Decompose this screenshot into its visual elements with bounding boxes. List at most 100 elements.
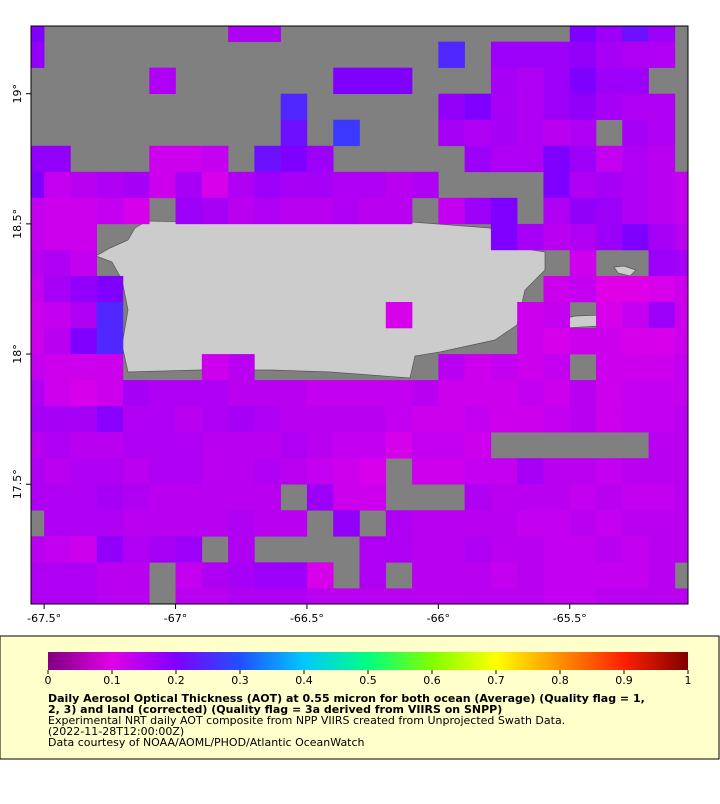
aot-cell [280,432,308,459]
aot-cell [70,275,97,303]
aot-cell [44,562,71,589]
aot-cell [438,119,465,147]
aot-cell [622,26,649,42]
aot-cell [306,380,334,407]
aot-cell [122,171,150,199]
aot-cell [385,510,413,537]
aot-cell [333,510,360,537]
aot-cell [359,197,387,225]
aot-cell [490,510,518,537]
aot-cell [622,536,649,563]
aot-cell [306,484,334,511]
aot-cell [674,432,688,459]
aot-cell [359,484,387,511]
axes: -67.5° -67° -66.5° -66° -65.5° 17.5° 18° 18.5° 1… [11,84,587,625]
aot-cell [648,41,676,68]
aot-cell [175,145,203,173]
aot-cell [44,328,71,355]
aot-cell [543,328,571,355]
aot-cell [96,458,124,485]
aot-cell [333,67,360,94]
aot-cell [333,197,360,225]
aot-cell [648,249,676,277]
aot-cell [674,458,688,485]
aot-cell [490,458,518,485]
aot-cell [149,536,176,563]
aot-cell [490,93,518,121]
aot-cell [31,484,45,511]
aot-cell [464,93,492,121]
colorbar-tick-label: 0.5 [359,674,377,687]
aot-cell [70,223,97,251]
aot-cell [648,562,676,589]
legend-text: 0 0.1 0.2 0.3 0.4 0.5 0.6 0.7 0.8 0.9 1 Daily Aeros… [45,670,692,749]
aot-cell [306,588,334,604]
aot-cell [622,41,649,68]
aot-cell [228,562,255,589]
aot-cell [175,197,203,225]
aot-cell [464,380,492,407]
aot-cell [228,354,255,381]
aot-cell [31,223,45,251]
aot-cell [149,484,176,511]
aot-cell [674,406,688,433]
y-tick-label: 18.5° [11,209,24,239]
aot-cell [149,67,176,94]
aot-cell [569,67,597,94]
aot-cell [412,406,439,433]
aot-cell [517,354,544,381]
aot-cell [490,67,518,94]
aot-cell [596,562,623,589]
culebra [613,265,637,277]
aot-cell [622,67,649,94]
aot-cell [149,171,176,199]
puerto-rico [95,220,546,379]
aot-cell [674,249,688,277]
aot-cell [70,406,97,433]
aot-cell [412,432,439,459]
aot-cell [228,432,255,459]
aot-cell [44,484,71,511]
aot-cell [622,588,649,604]
aot-cell [201,562,229,589]
aot-cell [596,510,623,537]
aot-cell [596,275,623,303]
aot-cell [31,562,45,589]
colorbar-tick-label: 1 [685,674,692,687]
aot-cell [359,406,387,433]
aot-cell [228,171,255,199]
aot-cell [517,119,544,147]
aot-cell [44,406,71,433]
aot-cell [175,458,203,485]
aot-cell [333,406,360,433]
aot-cell [31,171,45,199]
aot-cell [333,484,360,511]
aot-cell [648,536,676,563]
aot-cell [96,536,124,563]
aot-cell [648,588,676,604]
aot-cell [31,145,45,173]
aot-cell [490,588,518,604]
aot-cell [70,301,97,329]
aot-cells [31,26,688,604]
aot-cell [228,510,255,537]
aot-cell [674,301,688,329]
aot-cell [149,458,176,485]
aot-cell [490,197,518,225]
aot-cell [96,588,124,604]
aot-cell [385,406,413,433]
aot-cell [228,380,255,407]
aot-cell [543,275,571,303]
aot-cell [464,432,492,459]
aot-cell [44,223,71,251]
aot-cell [543,223,571,251]
aot-cell [648,432,676,459]
aot-cell [201,458,229,485]
aot-cell [31,328,45,355]
aot-cell [569,249,597,277]
aot-cell [280,380,308,407]
aot-cell [490,354,518,381]
aot-cell [149,145,176,173]
aot-cell [70,458,97,485]
aot-cell [122,197,150,225]
